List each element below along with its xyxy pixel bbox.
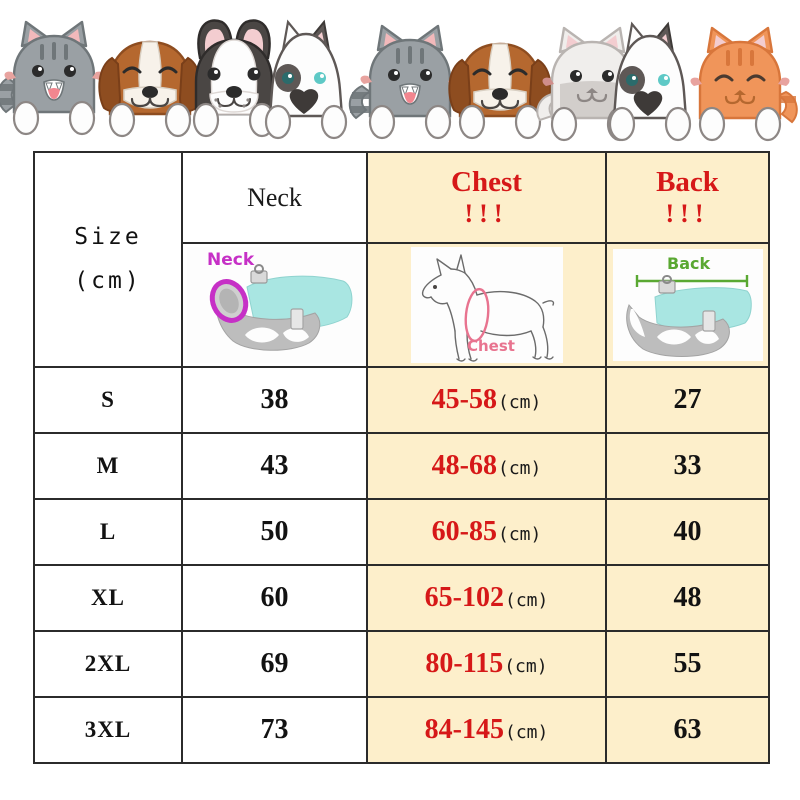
- cell-back: 40: [605, 498, 770, 566]
- cell-back: 33: [605, 432, 770, 500]
- neck-value: 38: [260, 384, 289, 415]
- chest-value: 65-102: [424, 582, 504, 613]
- table-row: L 50 60-85(cm) 40: [33, 498, 770, 566]
- size-value: 2XL: [84, 651, 132, 676]
- size-chart-table: Size (cm) Neck Chest !!! Back !!!: [33, 151, 770, 764]
- banner-animal-cat-grey-2: [348, 24, 460, 140]
- table-row: M 43 48-68(cm) 33: [33, 432, 770, 500]
- size-value: L: [99, 519, 117, 544]
- table-row: XL 60 65-102(cm) 48: [33, 564, 770, 632]
- header-back-label: Back: [656, 165, 719, 198]
- header-back-image-cell: Back: [605, 242, 770, 368]
- banner-animal-dog-bullterrier-2: [608, 21, 692, 142]
- back-image-label: Back: [667, 254, 710, 273]
- chest-value: 80-115: [425, 648, 504, 679]
- cell-size: 3XL: [33, 696, 183, 764]
- pet-banner: [0, 0, 800, 146]
- table-header-titles: Size (cm) Neck Chest !!! Back !!!: [33, 151, 770, 368]
- cell-neck: 38: [181, 366, 368, 434]
- neck-image-label: Neck: [207, 250, 255, 270]
- banner-animal-cat-orange: [690, 26, 798, 142]
- cell-size: XL: [33, 564, 183, 632]
- banner-animal-dog-beagle-1: [98, 40, 202, 138]
- chest-image-label: Chest: [467, 337, 515, 355]
- cell-back: 55: [605, 630, 770, 698]
- cell-chest: 48-68(cm): [366, 432, 607, 500]
- dog-chest-diagram: Chest: [369, 245, 604, 365]
- cell-back: 27: [605, 366, 770, 434]
- chest-unit: (cm): [497, 458, 542, 479]
- chest-unit: (cm): [504, 590, 549, 611]
- banner-animal-dog-beagle-2: [448, 42, 552, 140]
- header-size-unit: (cm): [74, 267, 142, 294]
- back-value: 55: [673, 648, 702, 679]
- table-row: S 38 45-58(cm) 27: [33, 366, 770, 434]
- header-neck-image-cell: Neck: [181, 242, 368, 368]
- chest-unit: (cm): [497, 524, 542, 545]
- neck-value: 60: [260, 582, 289, 613]
- banner-animal-dog-frenchie: [192, 19, 276, 138]
- harness-neck-photo: Neck: [184, 245, 365, 365]
- header-neck-cell: Neck: [181, 151, 368, 244]
- header-size-label: Size: [74, 223, 142, 250]
- cell-chest: 84-145(cm): [366, 696, 607, 764]
- cell-chest: 45-58(cm): [366, 366, 607, 434]
- table-row: 2XL 69 80-115(cm) 55: [33, 630, 770, 698]
- back-value: 33: [673, 450, 702, 481]
- neck-value: 43: [260, 450, 289, 481]
- size-value: XL: [91, 585, 125, 610]
- chest-value: 84-145: [424, 714, 504, 745]
- chest-value: 45-58: [431, 384, 497, 415]
- cell-size: M: [33, 432, 183, 500]
- chest-unit: (cm): [497, 392, 542, 413]
- size-value: S: [101, 387, 115, 412]
- back-value: 27: [673, 384, 702, 415]
- cell-size: S: [33, 366, 183, 434]
- banner-animal-cat-white: [536, 26, 642, 142]
- cell-back: 63: [605, 696, 770, 764]
- table-row: 3XL 73 84-145(cm) 63: [33, 696, 770, 764]
- cell-chest: 80-115(cm): [366, 630, 607, 698]
- banner-animal-dog-bullterrier-1: [264, 19, 348, 140]
- cell-neck: 69: [181, 630, 368, 698]
- header-back-cell: Back !!!: [605, 151, 770, 244]
- header-size-cell: Size (cm): [33, 151, 183, 368]
- header-chest-label: Chest: [451, 165, 522, 198]
- cell-chest: 65-102(cm): [366, 564, 607, 632]
- cell-neck: 73: [181, 696, 368, 764]
- chest-value: 48-68: [431, 450, 497, 481]
- neck-value: 50: [260, 516, 289, 547]
- cell-neck: 43: [181, 432, 368, 500]
- chest-unit: (cm): [504, 656, 548, 677]
- harness-back-photo: Back: [608, 245, 767, 365]
- size-value: M: [96, 453, 120, 478]
- neck-value: 69: [260, 648, 289, 679]
- cell-size: L: [33, 498, 183, 566]
- header-neck-label: Neck: [247, 182, 302, 212]
- cell-neck: 60: [181, 564, 368, 632]
- header-back-emphasis: !!!: [665, 199, 710, 229]
- size-value: 3XL: [84, 717, 132, 742]
- back-value: 63: [673, 714, 702, 745]
- header-chest-cell: Chest !!!: [366, 151, 607, 244]
- cell-size: 2XL: [33, 630, 183, 698]
- table-header-images: Neck: [34, 242, 770, 368]
- chest-unit: (cm): [504, 722, 549, 743]
- banner-animal-cat-grey-1: [0, 20, 104, 136]
- cell-back: 48: [605, 564, 770, 632]
- cell-chest: 60-85(cm): [366, 498, 607, 566]
- header-chest-image-cell: Chest: [366, 242, 607, 368]
- chest-value: 60-85: [431, 516, 497, 547]
- size-chart: Size (cm) Neck Chest !!! Back !!!: [33, 151, 770, 764]
- neck-value: 73: [260, 714, 289, 745]
- cell-neck: 50: [181, 498, 368, 566]
- back-value: 40: [673, 516, 702, 547]
- header-chest-emphasis: !!!: [464, 199, 509, 229]
- back-value: 48: [673, 582, 702, 613]
